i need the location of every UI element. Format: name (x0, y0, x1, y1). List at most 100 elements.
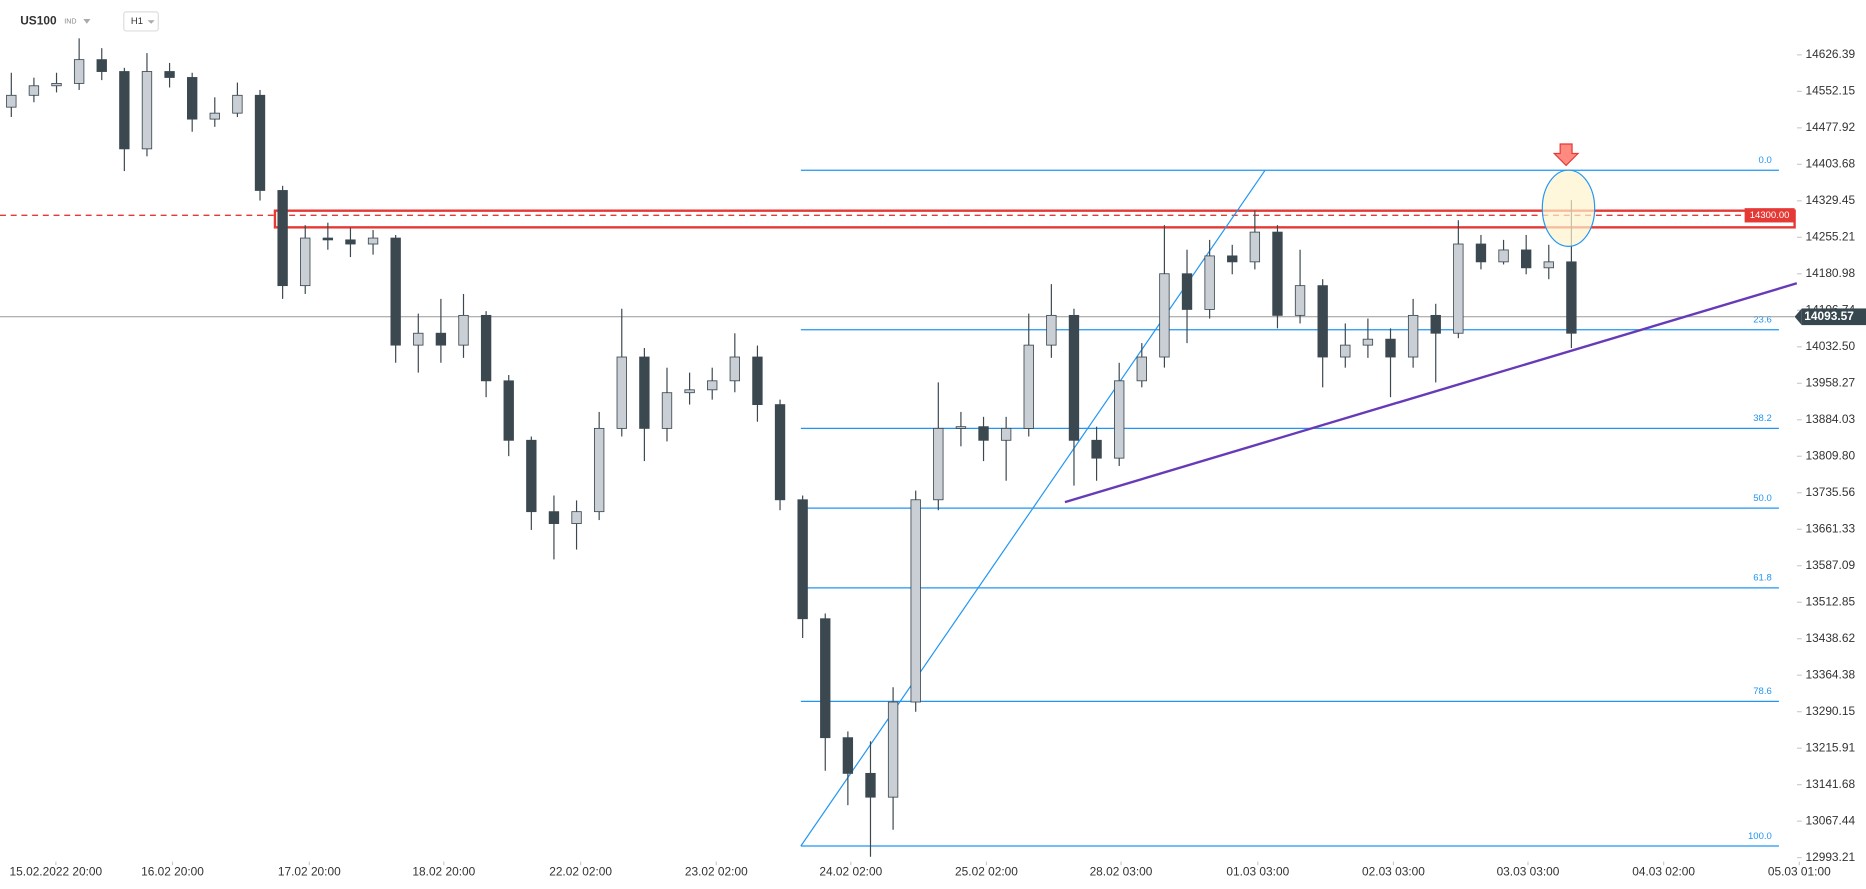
x-tick-label: 28.02 03:00 (1090, 864, 1153, 878)
fib-label: 100.0 (1748, 831, 1772, 842)
candle-body (1362, 338, 1374, 346)
y-tick-label: 13958.27 (1805, 375, 1855, 389)
candle-body (571, 511, 582, 524)
candle-body (1181, 273, 1193, 310)
candle-body (933, 427, 944, 501)
y-tick-label: 13809.80 (1805, 448, 1855, 462)
candle-body (187, 77, 198, 120)
candle-body (390, 237, 401, 346)
candle-body (1520, 249, 1532, 269)
x-tick-label: 04.03 02:00 (1632, 864, 1695, 878)
candle-body (345, 239, 356, 245)
y-tick-label: 13141.68 (1805, 777, 1855, 791)
candle-body (1272, 231, 1283, 316)
candle-body (435, 332, 447, 346)
candle-body (119, 71, 130, 150)
y-tick-label: 12993.21 (1805, 850, 1855, 864)
candle-body (503, 380, 514, 441)
candle-body (1317, 285, 1328, 358)
down-arrow (1552, 143, 1580, 167)
candle-body (1407, 314, 1419, 358)
candle-body (1453, 243, 1464, 334)
candle-body (1023, 344, 1034, 429)
candle-body (820, 618, 831, 739)
candle-body (1294, 285, 1306, 316)
fib-label: 78.6 (1753, 686, 1772, 697)
candle-body (526, 439, 537, 513)
dropdown-icon[interactable] (83, 19, 91, 24)
fib-label: 50.0 (1753, 493, 1772, 504)
x-tick-label: 18.02 20:00 (412, 864, 475, 878)
highlight-ellipse (1541, 169, 1596, 247)
candle-body (1385, 338, 1396, 358)
timeframe[interactable]: H1 (131, 16, 143, 27)
candle-body (1114, 380, 1125, 459)
y-tick-label: 14403.68 (1805, 156, 1855, 170)
candle-body (28, 85, 40, 96)
plot: 14626.39 14552.15 14477.92 14403.68 14329.45… (0, 38, 1855, 878)
x-tick-label: 01.03 03:00 (1226, 864, 1289, 878)
candle-body (1249, 231, 1261, 263)
candle-body (887, 701, 899, 798)
candle-body (1046, 314, 1057, 346)
dropdown-icon[interactable] (147, 20, 155, 24)
candle-body (232, 94, 243, 114)
y-tick-label: 13661.33 (1805, 521, 1855, 535)
candle-body (707, 380, 718, 391)
candle-body (1000, 427, 1012, 441)
x-tick-label: 24.02 02:00 (819, 864, 882, 878)
candle-body (209, 112, 220, 120)
candle-body (413, 332, 424, 346)
candle-body (842, 737, 854, 774)
y-tick-label: 13884.03 (1805, 412, 1855, 426)
y-tick-label: 13067.44 (1805, 813, 1855, 827)
candle-body (277, 190, 288, 287)
candle-body (548, 511, 560, 524)
fib-label: 0.0 (1759, 155, 1772, 166)
candle-body (1204, 255, 1215, 310)
y-tick-label: 13587.09 (1805, 558, 1855, 572)
candle-body (1136, 356, 1147, 382)
x-tick-label: 15.02.2022 20:00 (10, 864, 103, 878)
candle-body (684, 389, 695, 394)
candle-body (164, 71, 175, 78)
candle-body (639, 356, 650, 429)
candle-body (96, 59, 107, 72)
y-tick-label: 14180.98 (1805, 266, 1855, 280)
candle-body (593, 427, 605, 513)
x-tick-label: 03.03 03:00 (1497, 864, 1560, 878)
y-tick-label: 14032.50 (1805, 339, 1855, 353)
y-tick-label: 13364.38 (1805, 667, 1855, 681)
x-tick-label: 17.02 20:00 (278, 864, 341, 878)
candle-body (51, 83, 62, 87)
highlight (1541, 143, 1596, 247)
last-price-pointer (1794, 308, 1802, 326)
resistance-label: 14300.00 (1750, 210, 1790, 221)
candle-body (978, 426, 989, 441)
candle-body (1475, 243, 1487, 263)
symbol[interactable]: US100 (20, 14, 57, 28)
timeframe-box[interactable] (123, 11, 159, 32)
y-tick-label: 13290.15 (1805, 704, 1855, 718)
candle-body (1159, 273, 1170, 358)
candle-body (1091, 439, 1102, 459)
candle-body (1543, 261, 1554, 269)
candle-body (458, 314, 469, 346)
candle-body (797, 499, 808, 620)
candle-body (955, 426, 967, 429)
support-line (1064, 282, 1798, 504)
candle-body (1340, 344, 1351, 358)
candle-body (480, 314, 492, 382)
candle-body (300, 237, 311, 287)
candle-body (254, 94, 266, 191)
market: IND (64, 17, 76, 25)
candle-body (367, 237, 379, 245)
header: US100 IND H1 (20, 11, 159, 32)
labels: 14300.00 14093.57 (1744, 208, 1866, 326)
candle-body (1498, 249, 1509, 263)
last-price-label: 14093.57 (1804, 309, 1854, 323)
candle-body (774, 404, 786, 501)
candle-body (1227, 255, 1238, 263)
fib-label: 61.8 (1753, 573, 1772, 584)
